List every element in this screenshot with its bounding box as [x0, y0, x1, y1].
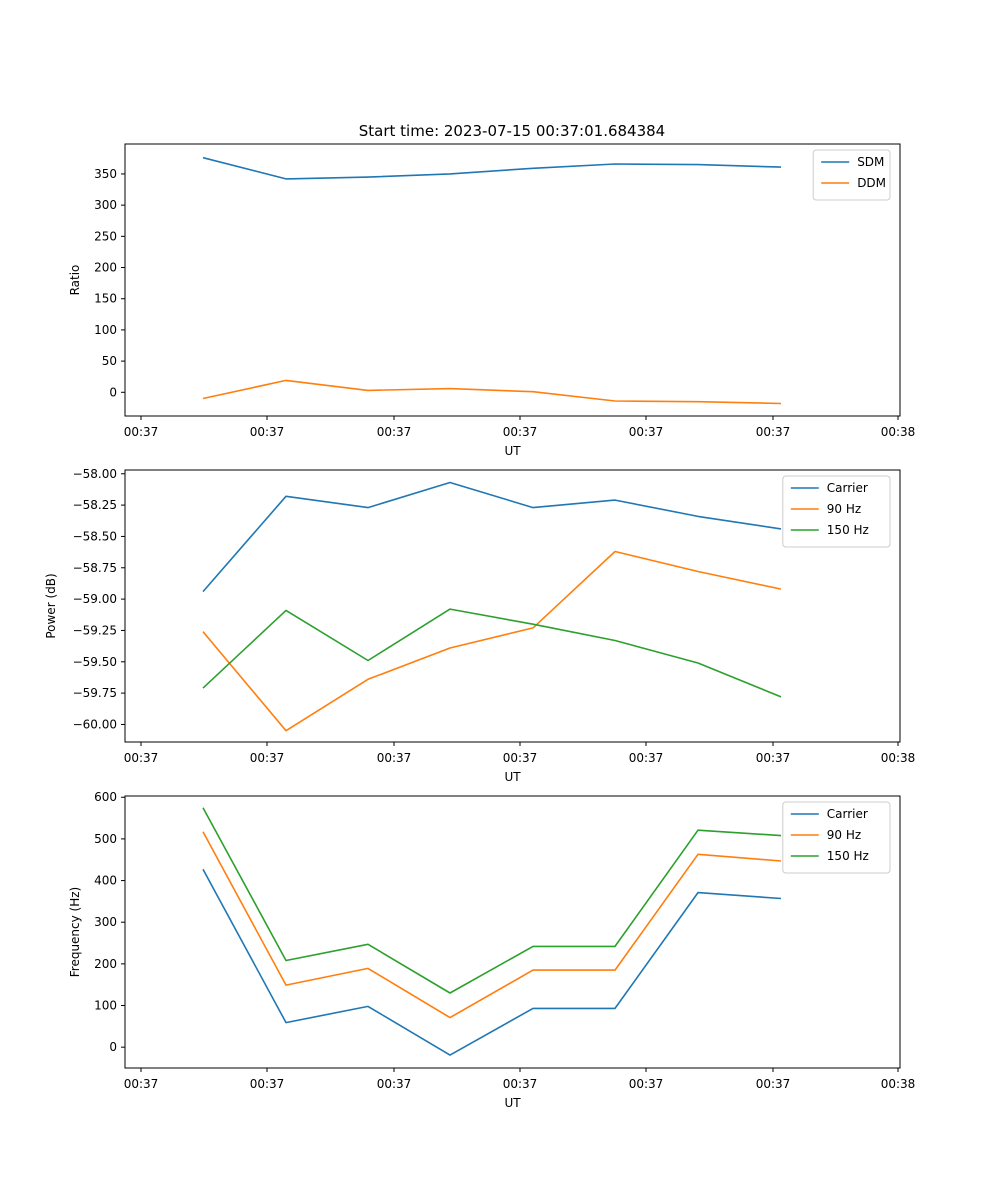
y-tick-label: −60.00 — [73, 717, 117, 731]
y-tick-label: −59.25 — [73, 623, 117, 637]
x-tick-label: 00:37 — [629, 751, 664, 765]
axes-frame — [124, 143, 901, 417]
x-tick-label: 00:37 — [124, 751, 159, 765]
x-tick-label: 00:37 — [756, 425, 791, 439]
x-tick-label: 00:37 — [756, 751, 791, 765]
x-tick-label: 00:37 — [629, 1077, 664, 1091]
legend-entry: Carrier — [827, 807, 868, 821]
y-tick-label: 300 — [94, 198, 117, 212]
legend-entry: Carrier — [827, 481, 868, 495]
y-tick-label: 350 — [94, 167, 117, 181]
series-line-ddm — [202, 379, 782, 405]
y-tick-label: 400 — [94, 874, 117, 888]
x-tick-label: 00:38 — [881, 751, 916, 765]
x-tick-label: 00:38 — [881, 425, 916, 439]
series-line-150-hz — [202, 807, 782, 994]
axes-frame — [124, 469, 901, 743]
axes-frame — [124, 795, 901, 1069]
x-tick-label: 00:37 — [503, 1077, 538, 1091]
x-tick-label: 00:37 — [250, 751, 285, 765]
x-axis-label: UT — [504, 1096, 521, 1110]
series-line-sdm — [202, 156, 782, 180]
legend-entry: 90 Hz — [827, 502, 861, 516]
x-tick-label: 00:37 — [503, 425, 538, 439]
y-tick-label: 100 — [94, 999, 117, 1013]
y-tick-label: 0 — [109, 385, 117, 399]
series-line-carrier — [202, 481, 782, 593]
y-tick-label: −59.00 — [73, 592, 117, 606]
x-tick-label: 00:37 — [756, 1077, 791, 1091]
legend: SDM DDM — [812, 149, 891, 201]
x-axis-label: UT — [504, 444, 521, 458]
y-tick-label: 250 — [94, 229, 117, 243]
legend-entry: 150 Hz — [827, 849, 869, 863]
series-line-carrier — [202, 868, 782, 1056]
y-tick-label: −59.75 — [73, 686, 117, 700]
subplot-3: 00:37 00:37 00:37 00:37 00:37 00:37 00:38 0 100 2… — [68, 790, 915, 1110]
figure-title: Start time: 2023-07-15 00:37:01.684384 — [359, 122, 665, 140]
x-tick-label: 00:37 — [250, 425, 285, 439]
series-line-90-hz — [202, 550, 782, 732]
y-axis-label: Frequency (Hz) — [68, 887, 82, 978]
y-tick-label: −58.25 — [73, 498, 117, 512]
x-tick-label: 00:37 — [124, 1077, 159, 1091]
x-tick-label: 00:38 — [881, 1077, 916, 1091]
y-tick-label: 50 — [102, 354, 117, 368]
y-tick-label: 200 — [94, 957, 117, 971]
series-line-90-hz — [202, 831, 782, 1019]
x-tick-label: 00:37 — [377, 1077, 412, 1091]
y-tick-label: 200 — [94, 261, 117, 275]
y-tick-label: 500 — [94, 832, 117, 846]
y-tick-label: −59.50 — [73, 655, 117, 669]
x-tick-label: 00:37 — [250, 1077, 285, 1091]
x-axis-label: UT — [504, 770, 521, 784]
y-tick-label: −58.50 — [73, 529, 117, 543]
y-tick-label: 150 — [94, 292, 117, 306]
legend-entry: 150 Hz — [827, 523, 869, 537]
y-tick-label: −58.00 — [73, 467, 117, 481]
y-axis-label: Power (dB) — [44, 573, 58, 638]
x-tick-label: 00:37 — [377, 425, 412, 439]
y-tick-label: 0 — [109, 1040, 117, 1054]
legend-entry: DDM — [857, 176, 886, 190]
x-tick-label: 00:37 — [503, 751, 538, 765]
legend-entry: 90 Hz — [827, 828, 861, 842]
y-tick-label: 600 — [94, 790, 117, 804]
legend: Carrier 90 Hz 150 Hz — [782, 475, 891, 548]
subplot-1: 00:37 00:37 00:37 00:37 00:37 00:37 00:38 0 50 10… — [68, 143, 916, 458]
y-axis-label: Ratio — [68, 265, 82, 296]
legend: Carrier 90 Hz 150 Hz — [782, 801, 891, 874]
series-line-150-hz — [202, 608, 782, 698]
x-tick-label: 00:37 — [124, 425, 159, 439]
legend-entry: SDM — [857, 155, 884, 169]
y-tick-label: 100 — [94, 323, 117, 337]
y-tick-label: 300 — [94, 915, 117, 929]
subplots: 00:37 00:37 00:37 00:37 00:37 00:37 00:38 0 50 10… — [44, 143, 916, 1110]
subplot-2: 00:37 00:37 00:37 00:37 00:37 00:37 00:38 −58.0… — [44, 467, 915, 784]
y-tick-label: −58.75 — [73, 561, 117, 575]
x-tick-label: 00:37 — [377, 751, 412, 765]
x-tick-label: 00:37 — [629, 425, 664, 439]
